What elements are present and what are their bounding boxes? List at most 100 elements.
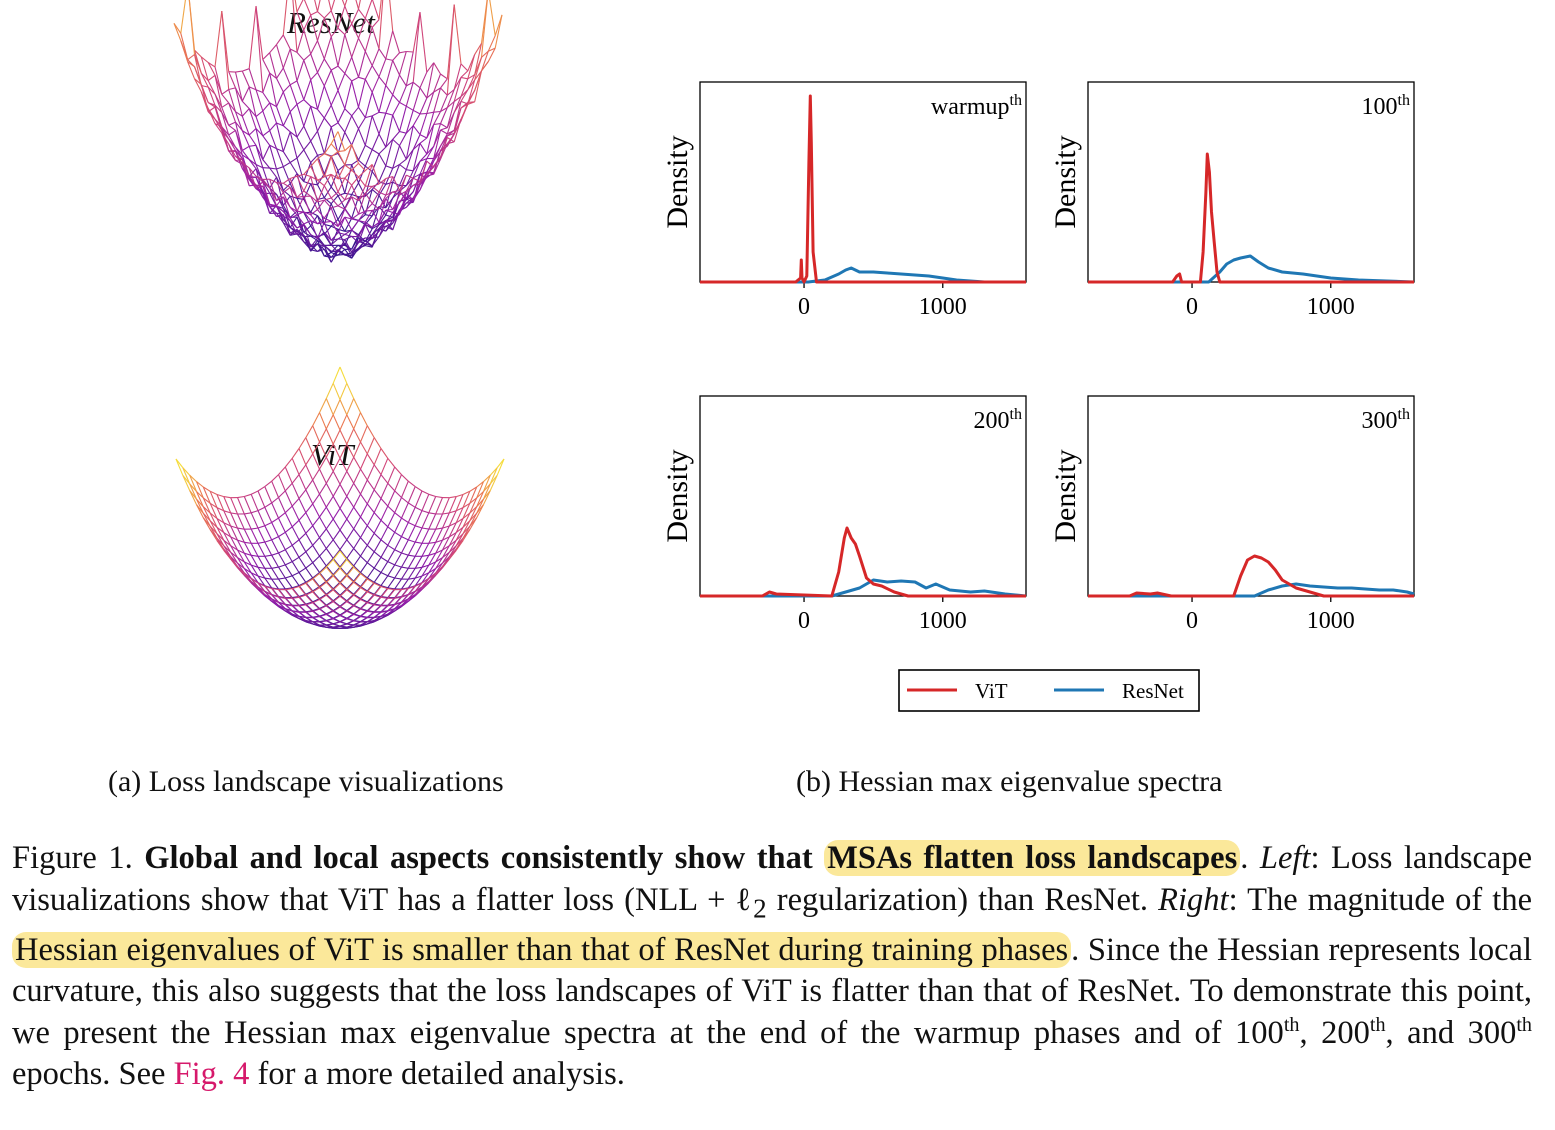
resnet-mesh-edge-596	[392, 138, 400, 147]
resnet-mesh-edge-407	[337, 164, 346, 172]
vit-mesh-edge-314	[312, 562, 320, 573]
vit-mesh-edge-922	[326, 610, 334, 615]
vit-mesh-edge-1117	[353, 594, 361, 600]
resnet-mesh-edge-118	[282, 91, 291, 112]
resnet-mesh-edge-548	[378, 146, 387, 155]
resnet-mesh-edge-168	[282, 111, 291, 126]
panel-label-sup: th	[1398, 406, 1410, 423]
resnet-mesh-edge-255	[337, 90, 346, 109]
resnet-mesh-edge-105	[323, 10, 332, 19]
vit-mesh-edge-215	[298, 532, 307, 541]
resnet-mesh-edge-1124	[330, 151, 339, 158]
vit-mesh-edge-700	[387, 587, 395, 590]
vit-mesh-edge-970	[332, 610, 341, 617]
vit-mesh-edge-268	[291, 556, 300, 563]
vit-mesh-edge-280	[251, 564, 259, 568]
resnet-mesh-edge-1130	[480, 51, 489, 72]
vit-mesh-edge-878	[298, 596, 307, 606]
vit-mesh-edge-746	[401, 568, 409, 580]
vit-mesh-edge-213	[305, 525, 314, 534]
resnet-mesh-edge-502	[364, 165, 373, 172]
resnet-mesh-edge-1128	[487, 35, 496, 52]
vit-mesh-edge-589	[414, 490, 423, 508]
vit-mesh-edge-892	[428, 561, 436, 566]
caption-right-text: : The magnitude of the	[1228, 881, 1533, 918]
resnet-mesh-edge-76	[248, 86, 257, 91]
resnet-mesh-edge-1193	[378, 178, 387, 185]
vit-mesh-edge-299	[360, 479, 368, 495]
vit-mesh-edge-1111	[374, 604, 382, 607]
vit-mesh-edge-1020	[339, 601, 348, 608]
fig-4-link[interactable]: Fig. 4	[173, 1056, 250, 1092]
vit-mesh-edge-152	[339, 443, 348, 459]
vit-mesh-edge-793	[414, 556, 423, 569]
resnet-mesh-edge-736	[433, 73, 442, 93]
vit-mesh-edge-277	[264, 568, 273, 580]
vit-mesh-edge-934	[455, 507, 464, 524]
resnet-mesh-edge-437	[235, 160, 243, 165]
resnet-mesh-edge-1165	[364, 164, 373, 187]
resnet-mesh-edge-126	[255, 116, 264, 136]
resnet-mesh-edge-152	[337, 5, 346, 29]
resnet-mesh-edge-874	[310, 214, 318, 225]
caption-seg-200: , 200	[1299, 1014, 1370, 1051]
resnet-mesh-edge-396	[378, 76, 387, 86]
vit-mesh-edge-967	[346, 614, 354, 620]
vit-mesh-edge-509	[339, 588, 348, 596]
resnet-mesh-edge-791	[419, 137, 428, 144]
vit-mesh-edge-645	[401, 552, 409, 556]
panel-label-main: warmup	[931, 94, 1010, 120]
resnet-mesh-edge-838	[433, 111, 441, 125]
resnet-mesh-edge-716	[330, 250, 339, 263]
resnet-mesh-edge-73	[262, 92, 271, 104]
resnet-mesh-edge-179	[248, 134, 257, 146]
vit-mesh-edge-869	[333, 621, 341, 625]
vit-mesh-edge-256	[332, 508, 341, 520]
vit-mesh-edge-165	[298, 520, 307, 534]
resnet-mesh-edge-265	[303, 149, 312, 163]
vit-mesh-edge-1110	[380, 597, 389, 607]
vit-mesh-edge-648	[387, 564, 396, 577]
resnet-mesh-edge-273	[275, 168, 284, 191]
resnet-mesh-edge-870	[323, 222, 332, 241]
vit-mesh-edge-162	[305, 503, 314, 513]
resnet-mesh-edge-742	[412, 134, 421, 150]
resnet-mesh-edge-194	[194, 78, 202, 85]
vit-mesh-edge-449	[373, 532, 382, 541]
vit-mesh-edge-963	[360, 617, 368, 623]
vit-mesh-edge-17	[278, 466, 286, 475]
vit-mesh-edge-980	[476, 481, 484, 488]
resnet-mesh-edge-1161	[378, 178, 387, 193]
resnet-mesh-edge-393	[385, 30, 394, 60]
resnet-mesh-edge-45	[180, 0, 186, 34]
vit-mesh-edge-979	[305, 578, 313, 584]
resnet-mesh-edge-882	[460, 63, 469, 72]
vit-mesh-edge-1067	[353, 599, 361, 607]
resnet-mesh-edge-751	[385, 214, 393, 218]
vit-mesh-edge-62	[298, 464, 307, 475]
resnet-mesh-edge-1182	[453, 118, 462, 142]
vit-mesh-edge-556	[353, 586, 361, 595]
vit-mesh-edge-116	[291, 505, 300, 521]
vit-mesh-edge-413	[319, 580, 327, 588]
resnet-mesh-edge-826	[303, 211, 311, 216]
resnet-mesh-edge-499	[371, 133, 380, 150]
vit-mesh-edge-882	[462, 490, 471, 495]
vit-mesh-edge-275	[271, 568, 279, 580]
resnet-mesh-edge-291	[214, 118, 223, 127]
resnet-mesh-edge-642	[405, 110, 414, 134]
resnet-mesh-edge-834	[446, 4, 455, 96]
vit-mesh-edge-149	[353, 428, 361, 443]
vit-mesh-edge-1017	[346, 610, 354, 615]
resnet-mesh-edge-268	[289, 157, 298, 163]
vit-mesh-edge-655	[367, 601, 375, 605]
resnet-mesh-edge-959	[371, 222, 380, 239]
resnet-mesh-edge-1117	[351, 184, 360, 201]
resnet-mesh-edge-886	[446, 101, 455, 109]
vit-mesh-edge-602	[373, 581, 382, 587]
vit-mesh-edge-316	[305, 567, 314, 579]
resnet-mesh-edge-266	[296, 149, 305, 159]
caption-prefix: Figure 1.	[12, 840, 145, 876]
vit-mesh-edge-638	[421, 494, 430, 511]
